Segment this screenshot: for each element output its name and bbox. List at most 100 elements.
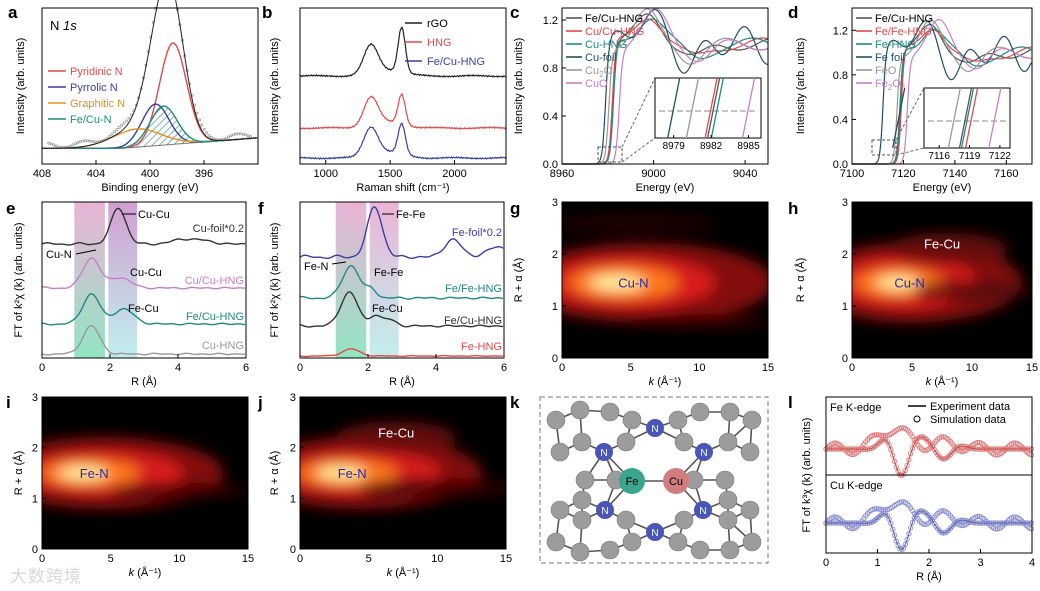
panel-letter: g	[510, 199, 520, 218]
x-tick-label: 396	[195, 168, 213, 180]
data-point	[69, 144, 73, 148]
series-line	[299, 122, 507, 160]
peak-annotation: Cu-N	[46, 249, 72, 261]
subpanel-label: Cu K-edge	[830, 480, 883, 492]
plot-frame	[41, 201, 247, 359]
simulation-point	[1010, 440, 1017, 446]
heatmap-label: Fe-Cu	[378, 425, 414, 440]
simulation-point	[908, 451, 914, 457]
y-tick-label: 3	[290, 392, 296, 404]
legend-label: Experiment data	[930, 401, 1011, 413]
nitrogen-atom	[694, 501, 712, 519]
peak-annotation: Fe-Cu	[372, 303, 403, 315]
simulation-point	[909, 519, 916, 525]
y-axis-label: Intensity (arb. units)	[269, 38, 281, 135]
data-point	[76, 141, 80, 144]
carbon-atom	[550, 442, 570, 462]
highlight-band	[369, 202, 399, 358]
y-axis-label: FT of k³χ (k) (arb. units)	[801, 418, 813, 533]
legend-label: Fe/Fe-HNG	[875, 26, 932, 38]
x-tick-label: 2000	[442, 168, 466, 180]
highlight-band	[335, 202, 367, 358]
simulation-point	[899, 499, 905, 505]
x-tick-label: 7160	[994, 168, 1018, 180]
y-axis-label: Intensity (arb. units)	[795, 38, 807, 135]
y-tick-label: 1	[32, 493, 38, 505]
inset-tick-label: 8979	[663, 141, 686, 152]
panel-g: g Cu-N 0 5 10 15 0 1 2 3 k (Å⁻¹) R + α (Å)	[510, 197, 774, 388]
data-point	[49, 142, 53, 146]
x-tick-label: 404	[87, 168, 105, 180]
simulation-point	[906, 457, 912, 463]
data-point	[83, 139, 87, 143]
carbon-atom	[616, 510, 636, 530]
panel-letter: a	[8, 3, 18, 22]
carbon-atom	[622, 410, 642, 430]
data-point	[47, 141, 51, 145]
legend-label: FeO	[875, 65, 897, 77]
y-axis-label: R + α (Å)	[794, 258, 807, 303]
carbon-atom	[718, 490, 738, 510]
data-point	[54, 144, 58, 148]
data-point	[74, 142, 77, 146]
panel-letter: e	[6, 199, 15, 218]
inset-tick-label: 8985	[737, 141, 760, 152]
panel-l: l Fe K-edge Cu K-edge Experiment dataSimula…	[788, 393, 1035, 583]
data-point	[249, 135, 252, 138]
panel-a: a 408 404 400 396 Binding energy (eV) Intensit…	[8, 0, 259, 194]
x-axis-label: k (Å⁻¹)	[649, 375, 682, 388]
panel-k: k N N N N N N Fe Cu	[510, 393, 769, 564]
x-tick-label: 4	[1029, 557, 1035, 569]
carbon-atom	[570, 400, 590, 420]
inset-line	[685, 77, 700, 139]
carbon-atom	[546, 410, 566, 430]
inset-tick-label: 8982	[700, 141, 723, 152]
nitrogen-atom	[595, 443, 613, 461]
atom-label: N	[700, 448, 707, 459]
highlight-band	[108, 202, 138, 358]
x-tick-label: 7120	[891, 168, 915, 180]
panel-letter: b	[262, 3, 272, 22]
peak-annotation: Fe-Fe	[396, 209, 425, 221]
simulation-point	[906, 531, 912, 537]
y-tick-label: 0	[552, 353, 558, 365]
simulation-point	[902, 541, 908, 548]
x-tick-label: 6	[501, 362, 507, 374]
x-tick-label: 1500	[378, 168, 402, 180]
x-tick-label: 9040	[733, 168, 757, 180]
y-tick-label: 3	[552, 197, 558, 209]
y-tick-label: 0.0	[543, 159, 558, 171]
simulation-point	[958, 522, 964, 529]
carbon-atom	[570, 542, 590, 562]
legend-label: Fe foil	[875, 52, 905, 64]
data-point	[236, 132, 240, 136]
panel-letter: d	[788, 3, 798, 22]
series-line	[299, 26, 507, 78]
data-point	[200, 123, 204, 127]
x-tick-label: 1000	[314, 168, 338, 180]
series-label: Cu/Cu-HNG	[185, 275, 244, 287]
heatmap-label: Fe-N	[80, 466, 109, 481]
y-tick-label: 1	[842, 301, 848, 313]
x-tick-label: 15	[242, 553, 254, 565]
atom-label: Fe	[626, 476, 639, 488]
peak-annotation: Cu-Cu	[130, 267, 162, 279]
simulation-point	[848, 451, 854, 458]
series-line	[299, 348, 503, 358]
simulation-point	[873, 506, 880, 512]
plot-frame	[851, 7, 1033, 165]
heatmap-blobs	[562, 214, 768, 330]
heatmap-blob	[912, 280, 1032, 301]
heatmap-label: Cu-N	[894, 276, 924, 291]
carbon-atom	[718, 432, 738, 452]
simulation-point	[890, 452, 896, 458]
x-axis-label: Binding energy (eV)	[101, 182, 198, 194]
plot-frame	[299, 201, 505, 359]
zoom-connector	[621, 137, 656, 163]
atom-label: Cu	[669, 476, 683, 488]
series-line	[41, 207, 246, 246]
x-tick-label: 0	[39, 362, 45, 374]
atom-label: N	[651, 424, 658, 435]
data-point	[232, 133, 235, 137]
fe-atom	[619, 468, 645, 494]
